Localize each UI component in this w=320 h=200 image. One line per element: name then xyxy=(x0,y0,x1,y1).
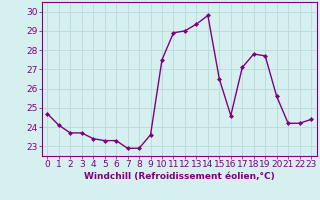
X-axis label: Windchill (Refroidissement éolien,°C): Windchill (Refroidissement éolien,°C) xyxy=(84,172,275,181)
